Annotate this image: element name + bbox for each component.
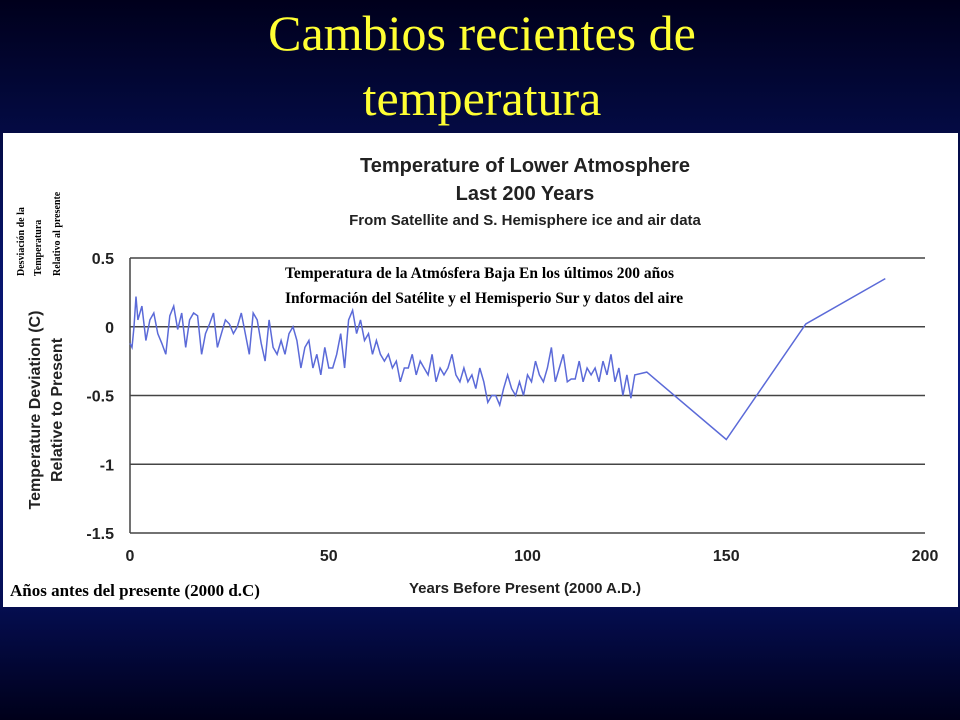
annotation: Temperatura de la Atmósfera Baja En los … <box>285 265 674 282</box>
y-tick-label: -1.5 <box>86 526 114 543</box>
x-tick-label: 50 <box>320 548 338 565</box>
x-tick-label: 200 <box>912 548 939 565</box>
x-tick-label: 0 <box>126 548 135 565</box>
slide-title: Cambios recientes de <box>268 5 696 61</box>
annotation: Años antes del presente (2000 d.C) <box>10 581 260 600</box>
y-tick-label: 0.5 <box>92 251 114 268</box>
slide-title: temperatura <box>363 70 602 126</box>
y-tick-label: 0 <box>105 320 114 337</box>
y-tick-label: -0.5 <box>86 389 114 406</box>
y-tick-label: -1 <box>100 457 114 474</box>
y-axis-label: Temperature Deviation (C) <box>27 311 44 510</box>
x-axis-label: Years Before Present (2000 A.D.) <box>409 580 641 597</box>
y-axis-label: Relative to Present <box>49 337 66 482</box>
annotation: Relativo al presente <box>52 191 63 276</box>
data-line <box>129 277 886 441</box>
annotation: Información del Satélite y el Hemisperio… <box>285 290 683 307</box>
chart-title: Temperature of Lower Atmosphere <box>360 155 690 177</box>
chart-subtitle: From Satellite and S. Hemisphere ice and… <box>349 212 701 229</box>
x-tick-label: 100 <box>514 548 541 565</box>
annotation: Desviación de la <box>16 207 27 276</box>
x-tick-label: 150 <box>713 548 740 565</box>
chart-title: Last 200 Years <box>456 183 595 205</box>
annotation: Temperatura <box>33 220 44 276</box>
